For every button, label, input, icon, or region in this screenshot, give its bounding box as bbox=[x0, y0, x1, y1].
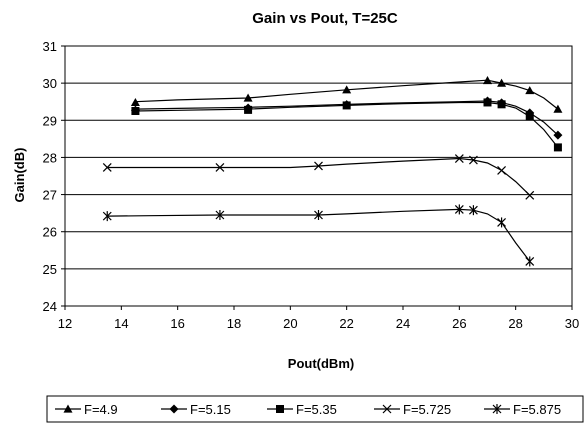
series-1 bbox=[130, 76, 563, 113]
data-point bbox=[483, 98, 492, 107]
data-point bbox=[525, 256, 535, 267]
legend: F=4.9 F=5.15 F=5.35 F=5.725 F=5.875 bbox=[55, 402, 561, 417]
data-point bbox=[102, 163, 112, 172]
legend-marker bbox=[276, 405, 284, 413]
data-point bbox=[314, 161, 323, 171]
data-point bbox=[131, 107, 140, 115]
data-point bbox=[244, 105, 253, 114]
series-layer bbox=[102, 76, 563, 267]
x-tick-label: 12 bbox=[58, 316, 72, 331]
data-point bbox=[342, 85, 352, 94]
data-point bbox=[497, 217, 507, 228]
axis-ticks: 24 25 26 27 28 29 30 31 12 14 16 18 20 22 24 26 28 30 bbox=[43, 39, 580, 331]
legend-label: F=5.875 bbox=[513, 402, 561, 417]
x-tick-label: 14 bbox=[114, 316, 128, 331]
legend-label: F=5.725 bbox=[403, 402, 451, 417]
x-tick-label: 28 bbox=[508, 316, 522, 331]
x-axis-label: Pout(dBm) bbox=[288, 356, 354, 371]
data-point bbox=[468, 205, 478, 216]
y-tick-label: 26 bbox=[43, 225, 57, 240]
legend-marker bbox=[169, 404, 179, 414]
grid-lines bbox=[65, 82, 572, 270]
data-point bbox=[215, 210, 225, 220]
plot-area bbox=[64, 45, 573, 307]
data-point bbox=[102, 211, 112, 222]
y-tick-label: 25 bbox=[43, 262, 57, 277]
data-point bbox=[553, 104, 563, 113]
chart-title: Gain vs Pout, T=25C bbox=[252, 10, 398, 27]
data-point bbox=[130, 97, 140, 107]
data-point bbox=[454, 154, 464, 163]
data-point bbox=[525, 86, 535, 95]
legend-marker bbox=[382, 404, 392, 414]
series-line bbox=[107, 157, 531, 196]
y-tick-label: 31 bbox=[43, 39, 57, 54]
data-point bbox=[553, 130, 563, 140]
data-point bbox=[497, 100, 506, 109]
y-tick-label: 24 bbox=[43, 299, 57, 314]
y-tick-label: 27 bbox=[43, 188, 57, 203]
series-4 bbox=[102, 154, 535, 200]
legend-item: F=5.15 bbox=[161, 402, 231, 417]
data-point bbox=[483, 76, 492, 85]
x-tick-label: 30 bbox=[565, 316, 579, 331]
x-tick-label: 16 bbox=[170, 316, 184, 331]
x-tick-label: 26 bbox=[452, 316, 466, 331]
data-point bbox=[342, 101, 351, 110]
data-point bbox=[468, 155, 478, 165]
data-point bbox=[454, 204, 464, 215]
data-point bbox=[553, 143, 562, 152]
y-tick-label: 28 bbox=[43, 150, 57, 165]
y-axis-label: Gain(dB) bbox=[12, 148, 27, 203]
data-point bbox=[525, 112, 534, 121]
x-tick-label: 22 bbox=[339, 316, 353, 331]
data-point bbox=[525, 190, 535, 200]
x-tick-label: 24 bbox=[396, 316, 410, 331]
legend-marker bbox=[492, 404, 502, 414]
series-5 bbox=[102, 204, 535, 267]
legend-item: F=5.725 bbox=[374, 402, 451, 417]
data-point bbox=[215, 163, 225, 172]
legend-marker bbox=[63, 404, 73, 413]
y-tick-label: 29 bbox=[43, 113, 57, 128]
data-point bbox=[497, 78, 507, 87]
legend-item: F=5.35 bbox=[267, 402, 337, 417]
data-point bbox=[497, 166, 507, 175]
legend-item: F=5.875 bbox=[484, 402, 561, 417]
data-point bbox=[243, 93, 253, 102]
y-tick-label: 30 bbox=[43, 76, 57, 91]
series-3 bbox=[131, 98, 562, 152]
x-tick-label: 18 bbox=[227, 316, 241, 331]
legend-label: F=5.35 bbox=[296, 402, 337, 417]
data-point bbox=[314, 210, 323, 220]
legend-label: F=5.15 bbox=[190, 402, 231, 417]
x-tick-label: 20 bbox=[283, 316, 297, 331]
legend-item: F=4.9 bbox=[55, 402, 118, 417]
legend-label: F=4.9 bbox=[84, 402, 118, 417]
